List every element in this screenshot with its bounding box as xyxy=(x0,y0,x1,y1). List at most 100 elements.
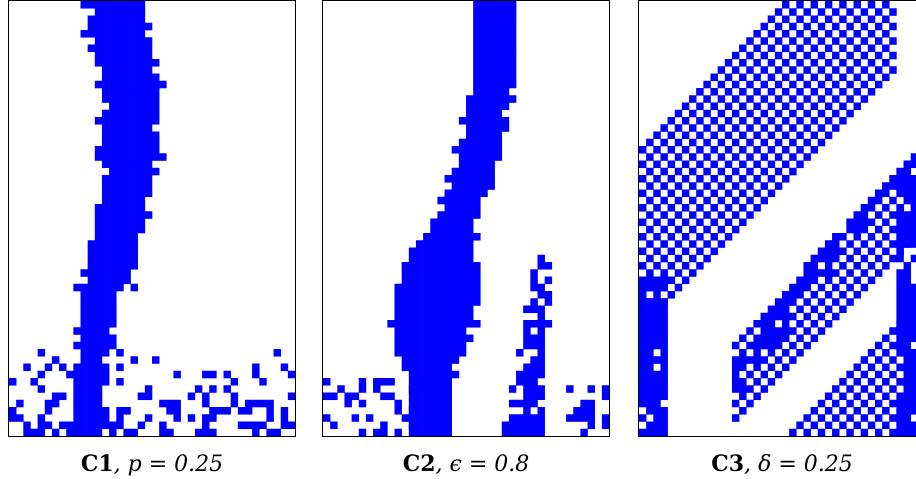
c1-cell xyxy=(187,414,196,422)
c1-cell xyxy=(116,233,124,241)
c3-cell xyxy=(860,370,869,379)
c3-cell xyxy=(860,414,869,422)
c2-cell xyxy=(415,407,424,415)
c1-cell xyxy=(87,341,96,350)
c3-cell xyxy=(832,51,840,60)
c3-cell xyxy=(874,225,883,234)
c3-cell xyxy=(853,88,861,96)
c1-cell xyxy=(87,291,96,299)
c1-cell xyxy=(137,131,146,140)
c3-cell xyxy=(853,407,861,415)
caption-c1-param: , p = 0.25 xyxy=(113,452,224,477)
c3-cell xyxy=(753,73,761,82)
grid-c1 xyxy=(9,1,295,436)
c2-cell xyxy=(444,196,452,205)
c3-cell xyxy=(874,385,883,393)
c3-cell xyxy=(789,51,797,60)
c3-cell xyxy=(789,80,797,89)
c2-cell xyxy=(480,88,488,96)
c3-cell xyxy=(746,182,754,190)
c1-cell xyxy=(101,146,110,154)
c2-cell xyxy=(508,73,517,82)
c3-cell xyxy=(846,37,854,45)
c1-cell xyxy=(116,37,124,45)
c2-cell xyxy=(501,102,510,111)
c1-cell xyxy=(94,385,103,393)
c3-cell xyxy=(646,341,654,350)
c2-cell xyxy=(437,399,445,408)
c2-cell xyxy=(458,240,467,248)
c3-cell xyxy=(810,73,819,82)
c3-cell xyxy=(896,421,904,430)
c1-cell xyxy=(94,269,103,277)
c2-cell xyxy=(466,189,474,198)
c3-cell xyxy=(860,22,869,31)
c1-cell xyxy=(66,421,74,430)
c3-cell xyxy=(667,204,676,212)
c1-cell xyxy=(123,131,131,140)
c1-cell xyxy=(109,109,117,118)
c3-cell xyxy=(853,421,861,430)
c3-cell xyxy=(832,109,840,118)
c1-cell xyxy=(144,59,153,67)
c1-cell xyxy=(87,262,96,270)
c3-cell xyxy=(717,196,726,205)
c3-cell xyxy=(889,37,897,45)
c1-cell xyxy=(101,247,110,256)
c2-cell xyxy=(523,385,531,393)
c3-cell xyxy=(810,1,819,9)
c2-cell xyxy=(423,392,431,401)
c3-cell xyxy=(846,414,854,422)
c3-cell xyxy=(910,160,916,169)
c3-cell xyxy=(853,1,861,9)
c3-cell xyxy=(867,247,876,256)
c1-cell xyxy=(109,80,117,89)
c3-cell xyxy=(910,378,916,386)
c2-cell xyxy=(373,378,381,386)
c3-cell xyxy=(774,327,783,335)
c2-cell xyxy=(415,349,424,357)
c1-cell xyxy=(94,22,103,31)
c2-cell xyxy=(494,66,503,74)
c1-cell xyxy=(37,349,46,357)
c3-cell xyxy=(774,370,783,379)
c2-cell xyxy=(451,312,460,321)
c2-cell xyxy=(423,399,431,408)
c2-cell xyxy=(466,160,474,169)
c3-cell xyxy=(646,370,654,379)
c1-cell xyxy=(280,414,289,422)
c1-cell xyxy=(73,327,81,335)
c2-cell xyxy=(423,378,431,386)
c2-cell xyxy=(394,349,402,357)
c1-cell xyxy=(94,349,103,357)
c3-cell xyxy=(774,124,783,132)
c2-cell xyxy=(401,276,410,285)
c3-cell xyxy=(817,22,826,31)
c2-cell xyxy=(408,262,417,270)
c2-cell xyxy=(358,385,367,393)
c1-cell xyxy=(109,88,117,96)
c1-cell xyxy=(109,204,117,212)
c3-cell xyxy=(753,341,761,350)
c2-cell xyxy=(494,44,503,53)
c3-cell xyxy=(882,182,890,190)
c3-cell xyxy=(646,349,654,357)
c2-cell xyxy=(537,291,545,299)
c3-cell xyxy=(789,95,797,103)
c1-cell xyxy=(173,407,181,415)
c3-cell xyxy=(710,160,718,169)
c3-cell xyxy=(717,153,726,161)
c3-cell xyxy=(717,66,726,74)
c2-cell xyxy=(423,349,431,357)
c2-cell xyxy=(501,37,510,45)
c3-cell xyxy=(739,73,747,82)
c3-cell xyxy=(910,233,916,241)
c3-cell xyxy=(767,88,776,96)
c3-cell xyxy=(674,211,683,219)
c3-cell xyxy=(846,428,854,436)
c3-cell xyxy=(753,117,761,125)
c2-cell xyxy=(530,392,538,401)
c2-cell xyxy=(466,175,474,183)
c1-cell xyxy=(252,399,260,408)
c3-cell xyxy=(710,189,718,198)
